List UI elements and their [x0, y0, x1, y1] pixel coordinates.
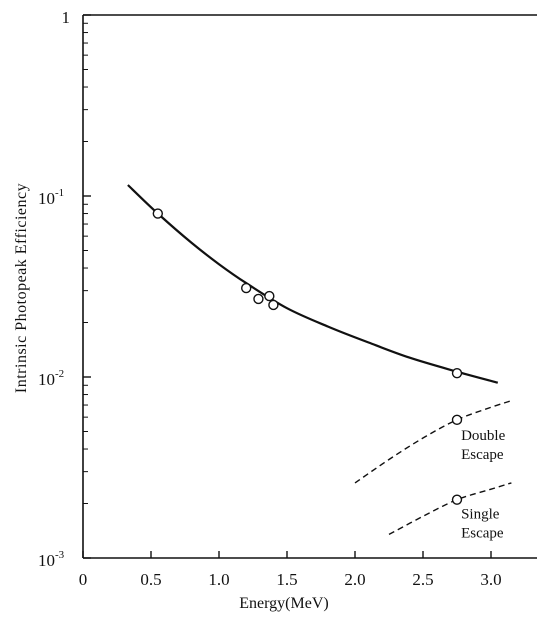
x-tick-label: 0 — [79, 570, 88, 589]
y-axis-label: Intrinsic Photopeak Efficiency — [13, 183, 30, 393]
annotation-label: Escape — [461, 447, 504, 463]
x-tick-label: 1.0 — [208, 570, 229, 589]
data-point — [451, 494, 463, 505]
series-line-1 — [127, 184, 499, 384]
data-point — [152, 208, 164, 219]
data-point — [264, 290, 275, 302]
data-point — [451, 414, 463, 426]
y-tick-label: 10-3 — [38, 549, 65, 570]
data-point — [268, 299, 279, 311]
data-point — [240, 282, 252, 294]
x-tick-label: 0.5 — [140, 570, 161, 589]
annotation-label: Double — [461, 428, 506, 444]
plot-layer: 1 10-1 10-2 10-3 0 0.5 1.0 1.5 2.0 2.5 3.0 Double Es… — [38, 8, 512, 589]
x-tick-label: 3.0 — [480, 570, 501, 589]
annotation-label: Single — [461, 507, 500, 523]
series-line-2 — [354, 400, 512, 484]
x-tick-label: 2.5 — [412, 570, 433, 589]
data-point — [451, 367, 463, 379]
annotation-label: Escape — [461, 526, 504, 542]
y-tick-label: 10-2 — [38, 368, 64, 389]
x-tick-label: 1.5 — [276, 570, 297, 589]
x-axis-label: Energy(MeV) — [239, 595, 328, 612]
y-tick-label: 1 — [62, 8, 71, 27]
data-point — [253, 293, 264, 305]
x-tick-label: 2.0 — [344, 570, 365, 589]
y-tick-label: 10-1 — [38, 187, 64, 208]
